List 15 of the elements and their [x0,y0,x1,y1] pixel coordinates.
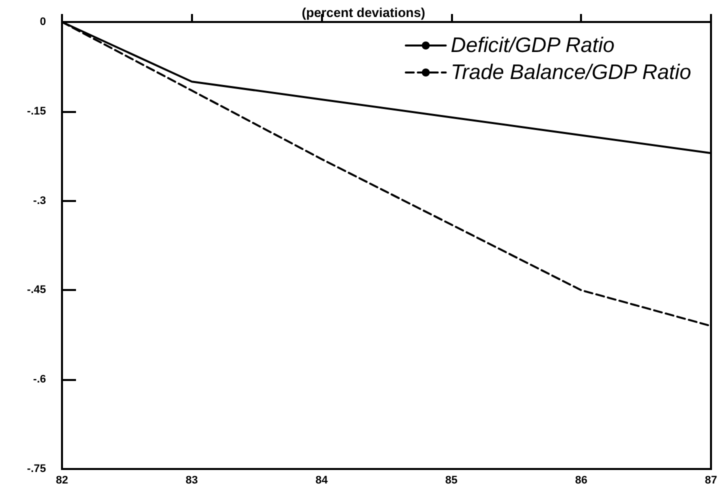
x-tick-label: 83 [186,474,198,486]
x-tick-label: 85 [445,474,458,486]
y-tick-label: -.45 [27,284,46,296]
y-tick-label: -.3 [33,194,46,207]
legend-label: Trade Balance/GDP Ratio [450,61,692,84]
y-tick-label: 0 [40,16,46,28]
x-tick-label: 82 [56,474,68,486]
y-tick-label: -.15 [27,105,46,118]
y-tick-label: -.75 [27,463,46,475]
chart-subtitle: (percent deviations) [302,5,426,20]
x-tick-label: 86 [575,474,588,486]
legend-label: Deficit/GDP Ratio [450,34,615,57]
y-tick-label: -.6 [33,374,46,386]
x-tick-label: 87 [704,474,718,486]
x-tick-label: 84 [315,474,329,486]
